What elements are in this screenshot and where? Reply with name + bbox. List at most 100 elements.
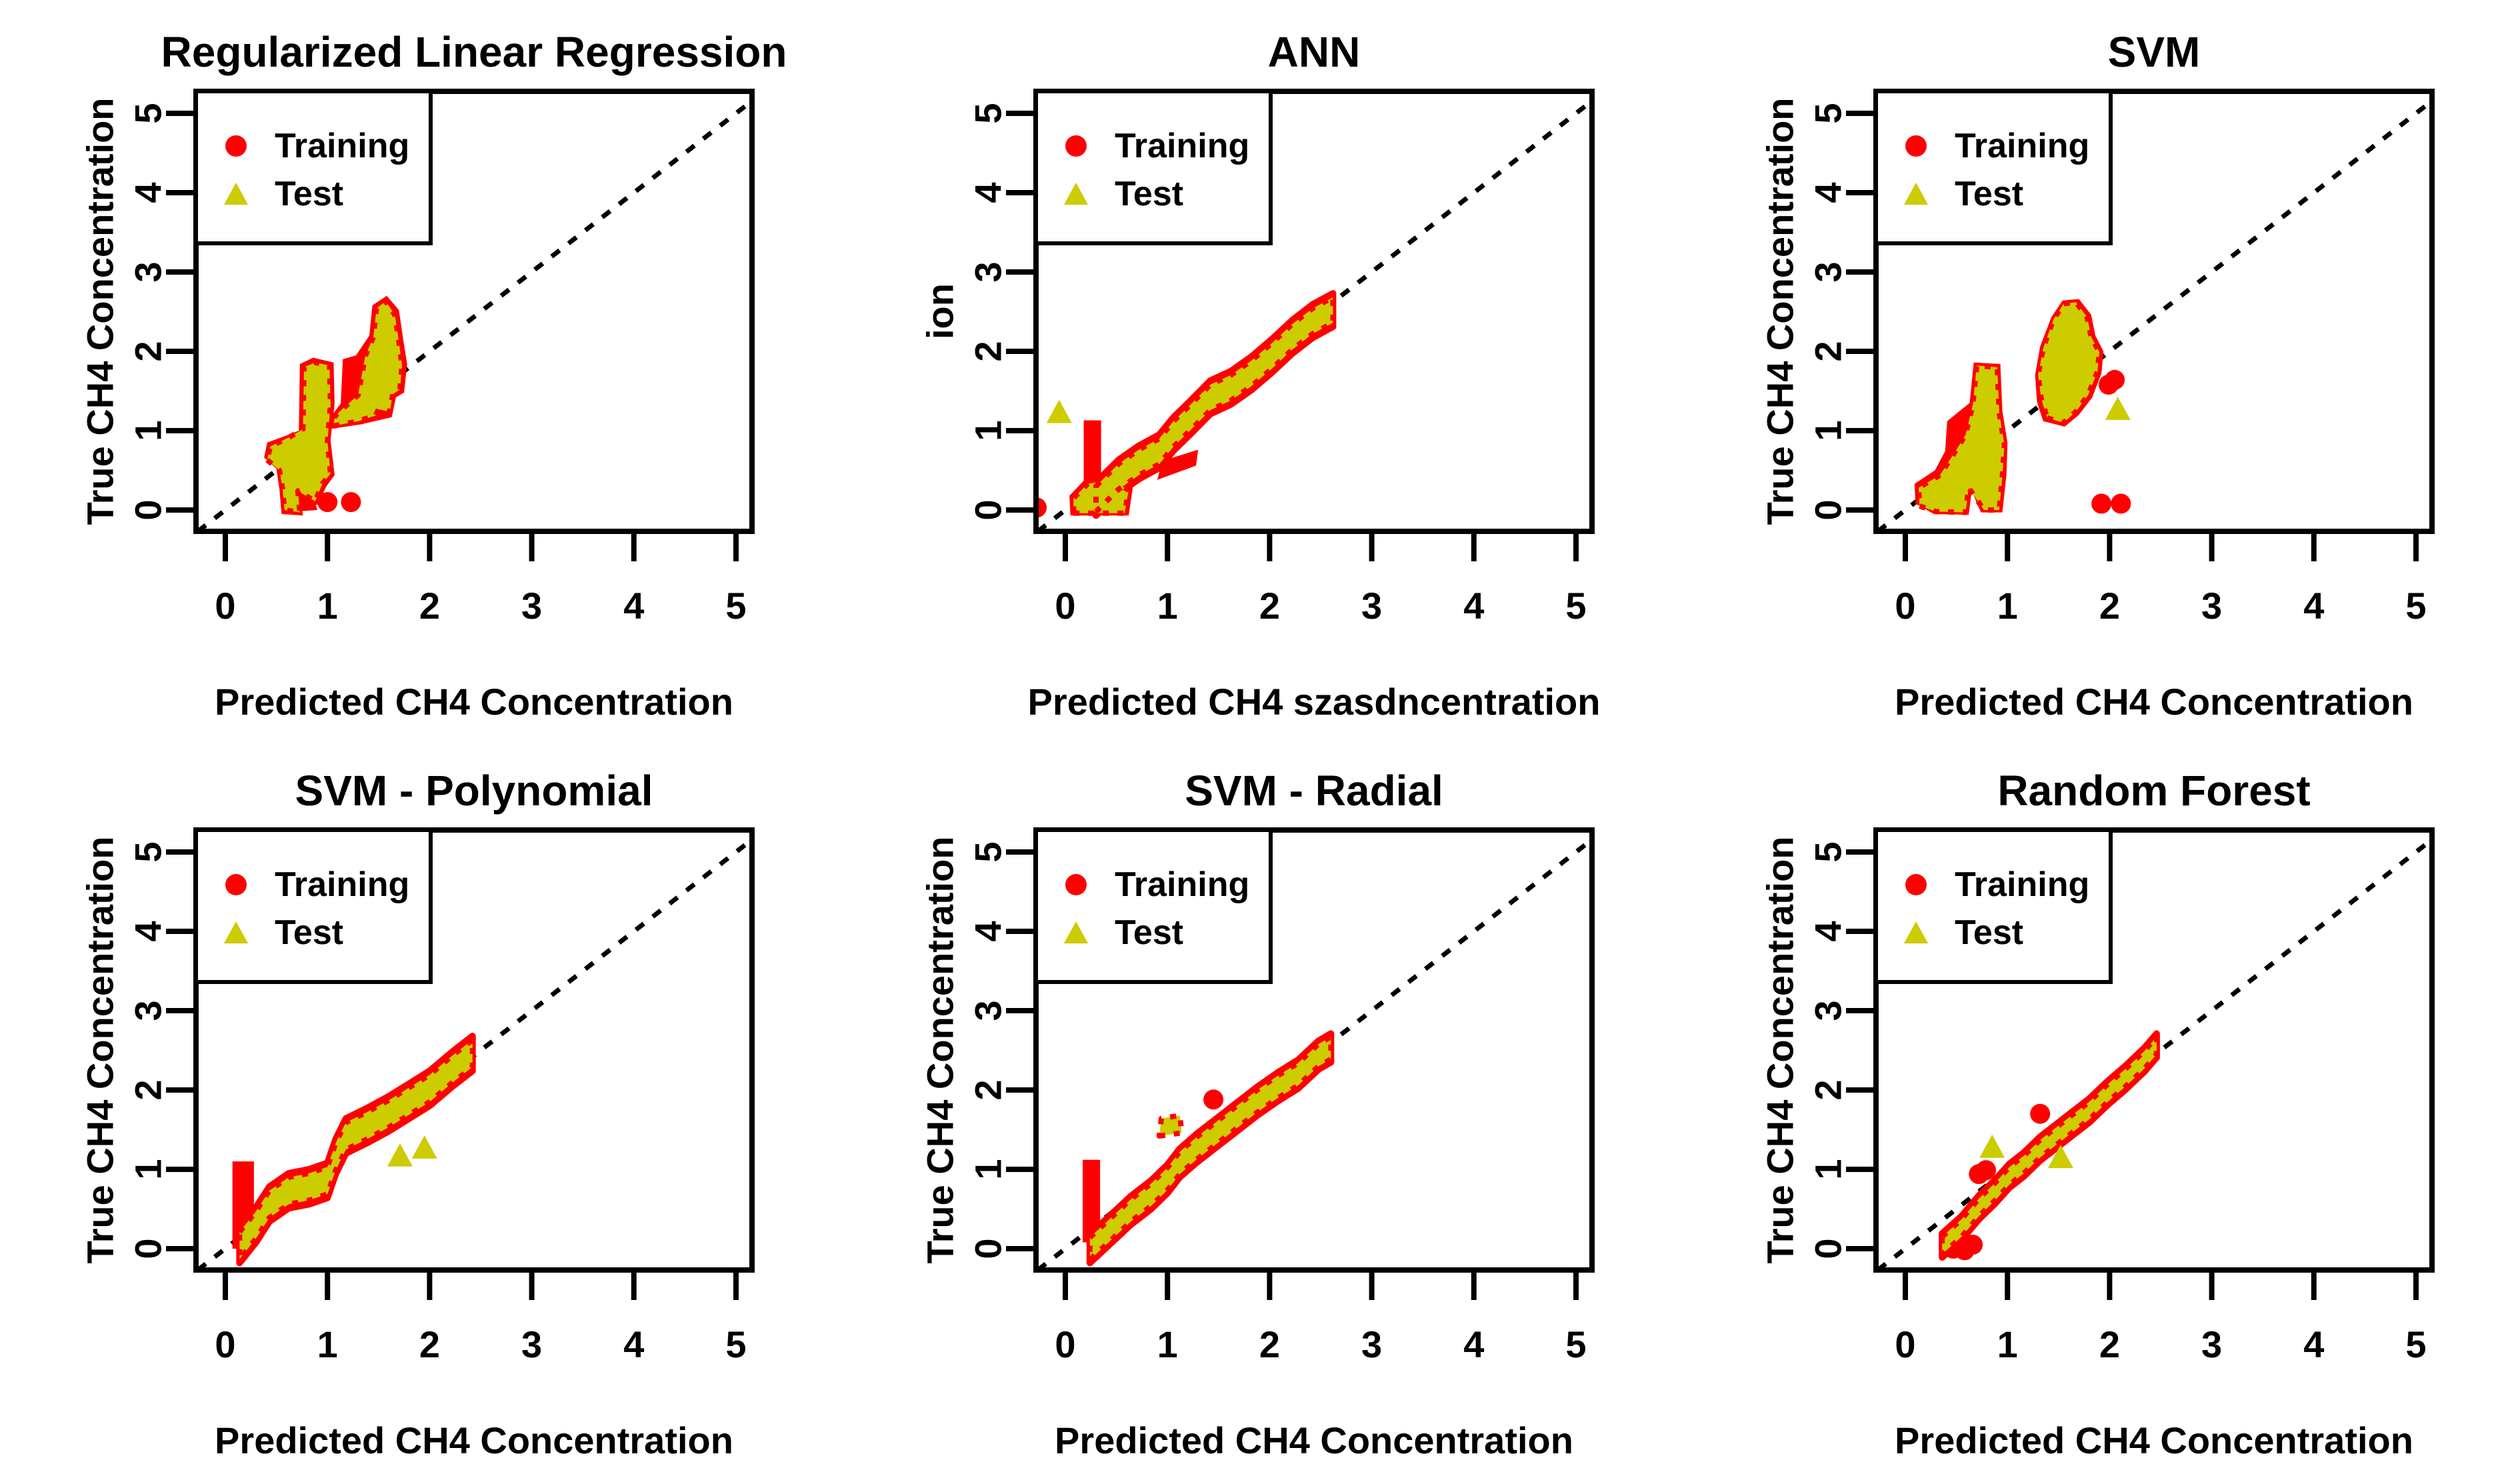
legend-box [194,89,433,245]
plot-border [193,827,755,1273]
plot-border [1033,827,1595,1273]
chart-regularized-linear-regression: 0 1 2 3 4 5 0 1 2 3 4 5 Regularized Linear Regressio… [0,0,840,739]
chart-title: SVM [2108,28,2201,76]
y-tick-label: 0 [967,499,1009,520]
legend: Training Test [1874,89,2113,245]
test-point-marker [1979,1134,2005,1158]
legend: Training Test [194,828,433,984]
y-tick-label: 2 [1807,1079,1849,1100]
x-tick-label: 5 [1565,1323,1586,1365]
y-tick-label: 1 [967,420,1009,441]
legend-box [1874,828,2113,984]
chart-canvas: 0 1 2 3 4 5 0 1 2 3 4 5 ANN Predicted CH4 szasdncentr… [919,28,1601,723]
x-tick-label: 0 [215,1323,235,1365]
y-tick-label: 3 [127,261,169,282]
y-tick-label: 3 [1807,1000,1849,1021]
x-tick-label: 1 [1997,585,2018,627]
plot-border [1873,827,2435,1273]
y-tick-label: 4 [967,182,1009,203]
y-tick-label: 4 [127,182,169,203]
x-tick-label: 1 [1157,585,1178,627]
legend-test-marker [223,921,249,944]
legend: Training Test [194,89,433,245]
chart-canvas: 0 1 2 3 4 5 0 1 2 3 4 5 SVM Predicted CH4 Concentrati… [1759,28,2435,723]
x-tick-label: 4 [2303,585,2324,627]
training-point-marker [2091,493,2112,514]
y-tick-label: 5 [1807,841,1849,862]
y-tick-label: 1 [127,1159,169,1179]
x-tick-label: 1 [1997,1323,2018,1365]
plot-border [193,89,755,534]
test-point-marker [411,1135,437,1159]
x-tick-label: 3 [1361,1323,1382,1365]
x-tick-label: 2 [419,585,440,627]
x-axis-label: Predicted CH4 szasdncentration [1028,681,1601,723]
y-tick-label: 1 [967,1159,1009,1179]
x-tick-label: 0 [1895,585,1915,627]
identity-line [196,99,754,533]
identity-line [1876,99,2434,533]
x-tick-label: 3 [521,1323,542,1365]
x-axis-label: Predicted CH4 Concentration [215,1419,733,1461]
y-tick-label: 0 [967,1238,1009,1259]
chart-canvas: 0 1 2 3 4 5 0 1 2 3 4 5 Regularized Linear Regressio… [79,28,787,723]
test-point-marker [2105,397,2131,420]
plot-border [1033,89,1595,534]
legend: Training Test [1034,89,1273,245]
training-point-marker [1203,1089,1224,1110]
x-tick-label: 2 [1259,1323,1280,1365]
x-tick-label: 4 [2303,1323,2324,1365]
legend-test-marker [1063,183,1089,205]
legend-label-training: Training [1115,865,1249,904]
x-axis-label: Predicted CH4 Concentration [1895,681,2413,723]
legend-box [194,828,433,984]
x-axis-label: Predicted CH4 Concentration [1895,1419,2413,1461]
chart-title: SVM - Polynomial [295,767,653,815]
training-point-marker [2105,369,2125,390]
y-tick-label: 0 [127,499,169,520]
y-tick-label: 2 [127,1079,169,1100]
legend-box [1874,89,2113,245]
y-tick-label: 4 [967,921,1009,941]
chart-canvas: 0 1 2 3 4 5 0 1 2 3 4 5 SVM - Radial Predicted CH4 Co… [919,767,1595,1461]
x-tick-label: 2 [2099,1323,2120,1365]
x-tick-label: 5 [725,1323,746,1365]
x-tick-label: 2 [419,1323,440,1365]
y-tick-label: 5 [127,841,169,862]
legend: Training Test [1034,828,1273,984]
training-point-marker [1976,1160,1996,1181]
test-points [237,1037,475,1262]
legend-training-marker [1065,135,1087,157]
y-axis-label: True CH4 Concentration [1759,837,1801,1264]
x-tick-label: 3 [1361,585,1382,627]
y-axis-label: True CH4 Concentration [79,837,121,1264]
x-tick-label: 0 [1055,585,1075,627]
legend-training-marker [225,135,247,157]
legend-label-test: Test [1955,913,2023,952]
chart-svm-radial: 0 1 2 3 4 5 0 1 2 3 4 5 SVM - Radial Predicted CH4 Co… [840,739,1680,1477]
x-tick-label: 2 [1259,585,1280,627]
x-tick-label: 5 [1565,585,1586,627]
x-tick-label: 5 [2405,585,2426,627]
training-point-marker [2030,1103,2051,1124]
chart-title: Regularized Linear Regression [161,28,787,76]
legend-label-training: Training [1955,127,2089,165]
x-tick-label: 0 [215,585,235,627]
test-point-marker [387,1143,413,1167]
legend-training-marker [1905,874,1927,895]
test-points [1087,1034,1334,1263]
legend-label-test: Test [1955,175,2023,213]
legend-training-marker [225,874,247,895]
y-tick-label: 5 [1807,103,1849,123]
legend-test-marker [223,183,249,205]
y-tick-label: 1 [1807,1159,1849,1179]
chart-ann: 0 1 2 3 4 5 0 1 2 3 4 5 ANN Predicted CH4 szasdncentr… [840,0,1680,739]
chart-canvas: 0 1 2 3 4 5 0 1 2 3 4 5 Random Forest Predicted CH4 C… [1759,767,2435,1461]
training-point-marker [1963,1235,1983,1255]
y-tick-label: 5 [967,103,1009,123]
y-tick-label: 0 [1807,499,1849,520]
test-point-marker [2047,1145,2073,1169]
x-axis-label: Predicted CH4 Concentration [1055,1419,1573,1461]
chart-title: ANN [1268,28,1361,76]
training-point-marker [341,492,361,513]
